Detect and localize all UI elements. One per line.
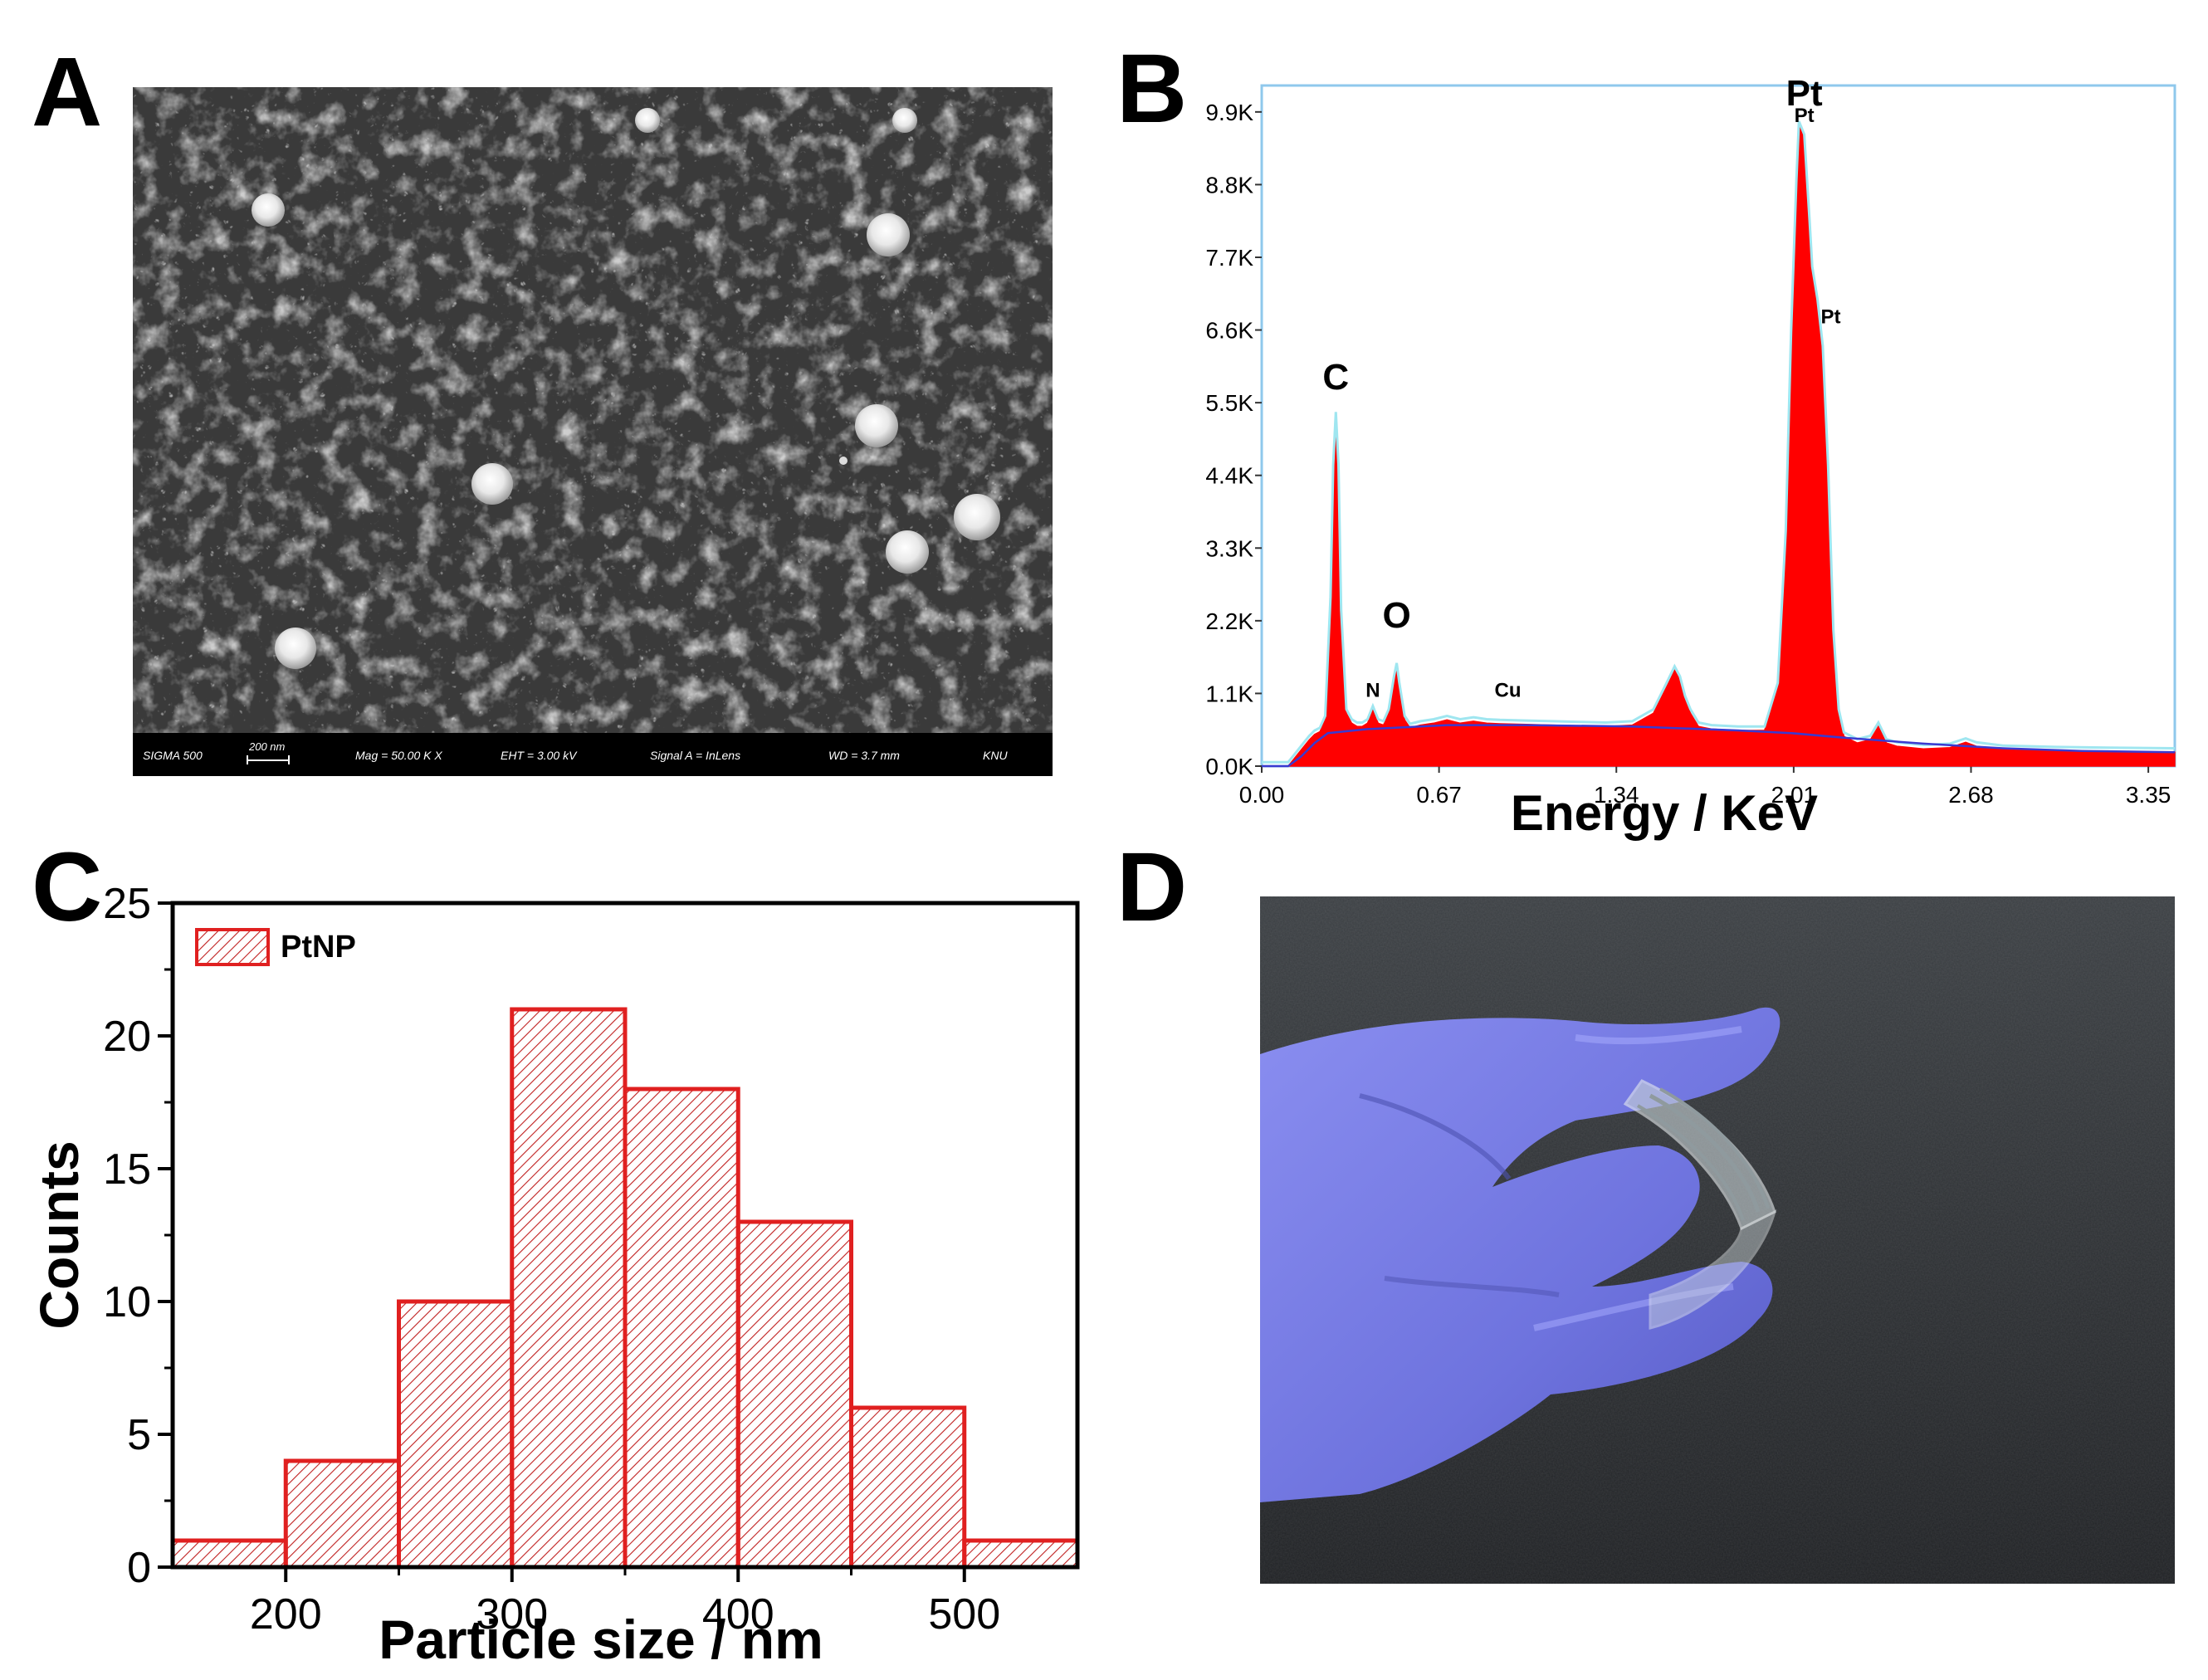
panel-label-c: C [32, 833, 103, 942]
pt-nanoparticles [252, 108, 1000, 669]
histogram-bar [623, 1087, 740, 1570]
eds-axis-ticks: 0.0K 1.1K 2.2K 3.3K 4.4K 5.5K 6.6K 7.7K 8.8K 9.9K… [1205, 100, 2171, 808]
histogram-legend: PtNP [195, 928, 356, 966]
eds-fit-line [1262, 120, 2176, 764]
histogram-x-tick-label: 400 [702, 1590, 774, 1638]
gloved-hand [1260, 1007, 1781, 1502]
eds-spectrum-chart: 0.0K 1.1K 2.2K 3.3K 4.4K 5.5K 6.6K 7.7K 8.8K 9.9K… [1205, 73, 2176, 841]
eds-peak-label: Pt [1795, 105, 1815, 127]
histogram-bar [735, 1219, 853, 1570]
histogram-y-tick-label: 15 [103, 1145, 151, 1194]
eds-peak-label: Cu [1495, 679, 1522, 701]
eds-y-tick-label: 3.3K [1205, 535, 1253, 561]
histogram-x-tick-label: 200 [250, 1590, 322, 1638]
histogram-y-tick-label: 20 [103, 1013, 151, 1061]
eds-y-tick-label: 1.1K [1205, 681, 1253, 706]
eds-x-tick-label: 2.68 [1948, 782, 1994, 808]
histogram-bar [510, 1007, 628, 1570]
flexible-electrode [1623, 1079, 1777, 1330]
eds-data-layer [1262, 120, 2176, 768]
histogram-bar [849, 1405, 967, 1570]
histogram-bar [397, 1299, 515, 1570]
size-histogram-panel: 0 5 10 15 20 25 200 300 400 500 PtNP Particle siz… [0, 863, 1096, 1676]
sem-org: KNU [983, 749, 1008, 762]
eds-y-tick-label: 9.9K [1205, 100, 1253, 125]
histogram-x-tick-label: 500 [928, 1590, 1000, 1638]
eds-x-axis-label: Energy / KeV [1511, 785, 1818, 841]
eds-peak-label: N [1365, 679, 1380, 701]
histogram-y-axis-label: Counts [28, 1140, 90, 1329]
size-histogram-chart: 0 5 10 15 20 25 200 300 400 500 PtNP Particle siz… [28, 880, 1080, 1670]
sem-signal: Signal A = InLens [650, 749, 740, 762]
histogram-y-tick-label: 10 [103, 1278, 151, 1326]
eds-x-tick-label: 3.35 [2126, 782, 2171, 808]
histogram-x-tick-label: 300 [476, 1590, 548, 1638]
device-photo [1260, 896, 2175, 1584]
eds-plot-frame [1260, 84, 2176, 768]
eds-y-tick-label: 4.4K [1205, 463, 1253, 489]
sem-instrument: SIGMA 500 [143, 749, 203, 762]
legend-swatch-ptnp [195, 928, 270, 966]
eds-y-tick-label: 6.6K [1205, 318, 1253, 344]
sem-eht: EHT = 3.00 kV [501, 749, 578, 762]
sem-wd: WD = 3.7 mm [828, 749, 900, 762]
histogram-bar [283, 1458, 401, 1570]
eds-peak-label: C [1322, 357, 1349, 398]
histogram-y-tick-label: 25 [103, 880, 151, 928]
eds-spectrum-panel: 0.0K 1.1K 2.2K 3.3K 4.4K 5.5K 6.6K 7.7K 8.8K 9.9K… [1179, 73, 2208, 859]
eds-peak-label: Pt [1786, 79, 1823, 114]
eds-peak-label: O [1382, 595, 1410, 636]
histogram-bars [170, 1007, 1080, 1570]
histogram-bar [170, 1538, 288, 1570]
histogram-y-tick-label: 0 [127, 1544, 151, 1592]
eds-x-tick-label: 0.67 [1416, 782, 1462, 808]
eds-x-tick-label: 1.34 [1594, 782, 1639, 808]
sem-info-bar: SIGMA 500 200 nm Mag = 50.00 K X EHT = 3… [133, 733, 1053, 776]
device-photo-panel [1260, 896, 2175, 1584]
histogram-y-tick-label: 5 [127, 1411, 151, 1459]
panel-label-a: A [32, 37, 103, 147]
sem-micrograph: SIGMA 500 200 nm Mag = 50.00 K X EHT = 3… [133, 87, 1053, 776]
panel-label-b: B [1116, 34, 1188, 144]
histogram-bar [962, 1538, 1080, 1570]
eds-y-tick-label: 5.5K [1205, 390, 1253, 416]
sem-mag: Mag = 50.00 K X [355, 749, 442, 762]
eds-y-tick-label: 8.8K [1205, 172, 1253, 198]
sem-image-panel: SIGMA 500 200 nm Mag = 50.00 K X EHT = 3… [133, 87, 1053, 776]
eds-peak-label: Pt [1821, 306, 1841, 329]
eds-y-tick-label: 0.0K [1205, 754, 1253, 779]
eds-x-tick-label: 0.00 [1239, 782, 1285, 808]
eds-x-tick-label: 2.01 [1771, 782, 1817, 808]
sem-scale-label: 200 nm [248, 740, 286, 753]
panel-label-d: D [1116, 833, 1188, 942]
eds-y-tick-label: 7.7K [1205, 245, 1253, 271]
histogram-x-axis-label: Particle size / nm [379, 1609, 823, 1670]
eds-y-tick-label: 2.2K [1205, 608, 1253, 634]
legend-label-ptnp: PtNP [281, 930, 356, 965]
histogram-axis-ticks: 0 5 10 15 20 25 200 300 400 500 [103, 880, 1000, 1638]
eds-background-line [1262, 724, 2176, 768]
